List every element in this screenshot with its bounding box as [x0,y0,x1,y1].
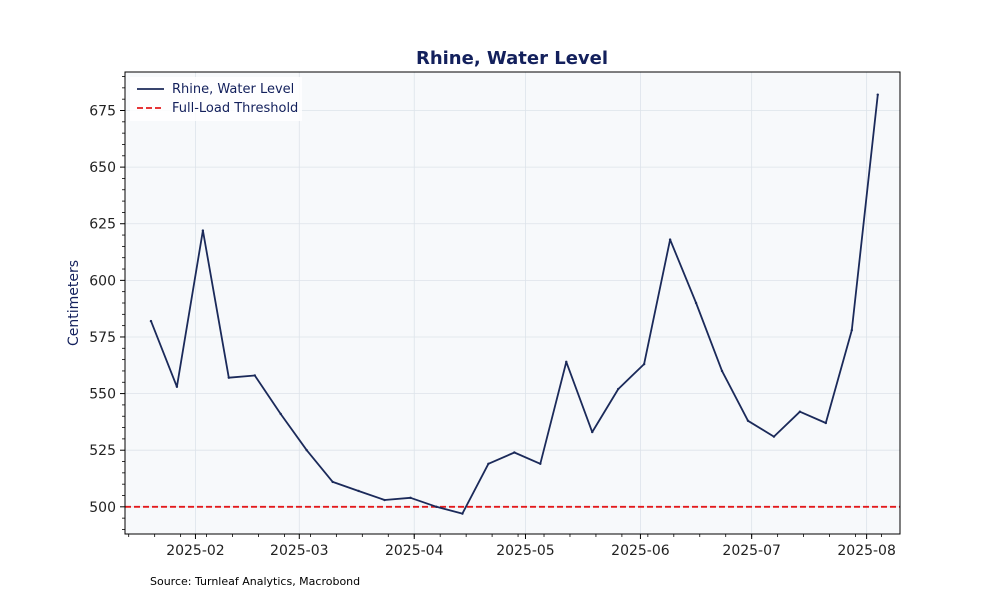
data-point [357,489,360,493]
data-point [201,229,205,232]
data-point [461,512,464,515]
y-axis-label: Centimeters [66,260,82,346]
x-tick-label: 2025-08 [837,543,896,559]
data-point [850,328,853,332]
legend-box [130,77,302,121]
data-point [383,498,386,502]
data-point [642,362,646,366]
plot-background [125,72,900,534]
y-tick-label: 525 [89,443,116,459]
legend-label-threshold: Full-Load Threshold [172,101,298,116]
data-point [513,451,516,454]
data-point [149,319,153,323]
data-point [720,369,724,373]
x-tick-label: 2025-05 [496,543,555,559]
chart-title: Rhine, Water Level [416,48,608,69]
data-point [305,449,308,452]
legend: Rhine, Water Level Full-Load Threshold [130,77,302,121]
data-point [616,387,620,391]
data-point [175,385,179,388]
x-tick-label: 2025-02 [166,543,225,559]
data-point [876,93,879,96]
source-note: Source: Turnleaf Analytics, Macrobond [150,575,361,588]
y-tick-label: 675 [89,104,116,120]
y-tick-label: 650 [89,160,116,176]
data-point [591,430,594,434]
x-tick-label: 2025-06 [611,543,670,559]
y-tick-label: 625 [89,217,116,233]
data-point [409,496,412,499]
y-tick-label: 600 [89,273,116,289]
x-tick-label: 2025-03 [270,543,329,559]
y-tick-label: 550 [89,387,116,403]
data-point [331,480,334,484]
legend-label-water-level: Rhine, Water Level [172,82,294,97]
data-point [772,435,776,438]
x-tick-label: 2025-04 [385,543,444,559]
data-point [798,410,802,413]
data-point [487,462,490,465]
data-point [539,462,542,465]
y-tick-label: 575 [89,330,116,346]
data-point [668,238,672,241]
data-point [824,421,828,425]
data-point [746,419,750,422]
data-point [694,301,698,305]
data-point [253,374,256,377]
series-layer [149,93,879,515]
data-point [279,412,282,416]
data-point [565,360,568,364]
data-point [435,505,438,509]
axis-ticks: 500 525 550 575 600 625 650 675 2025-02 2025-03 20… [89,76,896,559]
data-point [227,376,231,379]
y-tick-label: 500 [89,500,116,516]
grid-lines [125,72,900,534]
x-tick-label: 2025-07 [722,543,781,559]
